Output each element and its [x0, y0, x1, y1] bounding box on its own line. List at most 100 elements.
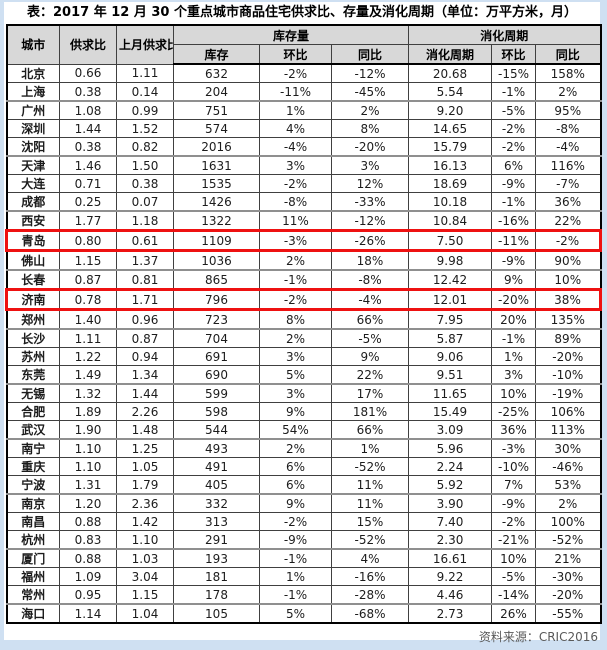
digestion-yoy-cell: -7% [534, 174, 602, 193]
digestion-yoy-cell: 135% [534, 309, 602, 330]
digestion-cell: 2.30 [408, 530, 492, 550]
inventory-mom-cell: 3% [259, 155, 332, 175]
digestion-cell: 12.01 [408, 288, 492, 311]
digestion-mom-cell: -21% [491, 530, 536, 550]
digestion-yoy-cell: -2% [534, 229, 603, 252]
table-title: 表：2017 年 12 月 30 个重点城市商品住宅供求比、存量及消化周期（单位… [27, 5, 577, 20]
table-row: 大连 0.71 0.38 1535 -2% 12% 18.69 -9% -7% [6, 174, 602, 193]
inventory-cell: 1109 [173, 229, 260, 252]
city-cell: 长沙 [6, 328, 60, 348]
ratio-cell: 1.10 [59, 457, 117, 476]
city-cell: 杭州 [6, 530, 60, 550]
city-cell: 东莞 [6, 365, 60, 385]
prev-ratio-cell: 1.11 [116, 63, 174, 83]
inventory-yoy-cell: 4% [331, 548, 409, 568]
inventory-cell: 1036 [173, 250, 260, 271]
city-cell: 武汉 [6, 420, 60, 440]
inventory-yoy-cell: 15% [331, 512, 409, 531]
digestion-yoy-cell: 113% [534, 420, 602, 440]
header-sub-row: 库存 环比 同比 消化周期 环比 同比 [7, 44, 602, 65]
inventory-cell: 1322 [173, 210, 260, 231]
inventory-mom-cell: 6% [259, 475, 332, 495]
table-row: 佛山 1.15 1.37 1036 2% 18% 9.98 -9% 90% [6, 250, 602, 271]
ratio-cell: 1.32 [59, 383, 117, 403]
inventory-cell: 193 [173, 548, 260, 568]
city-cell: 无锡 [6, 383, 60, 403]
table-row: 南昌 0.88 1.42 313 -2% 15% 7.40 -2% 100% [6, 512, 602, 531]
table-row: 郑州 1.40 0.96 723 8% 66% 7.95 20% 135% [6, 309, 602, 330]
inventory-cell: 865 [173, 269, 260, 290]
digestion-cell: 3.90 [408, 493, 492, 513]
ratio-cell: 0.38 [59, 82, 117, 102]
prev-ratio-cell: 1.44 [116, 383, 174, 403]
prev-ratio-cell: 0.14 [116, 82, 174, 102]
digestion-mom-cell: -20% [491, 288, 536, 311]
digestion-yoy-cell: 30% [534, 438, 602, 458]
ratio-cell: 0.25 [59, 192, 117, 212]
digestion-mom-cell: -2% [491, 137, 536, 157]
inventory-cell: 1631 [173, 155, 260, 175]
city-cell: 南宁 [6, 438, 60, 458]
ratio-cell: 0.87 [59, 269, 117, 290]
inventory-mom-cell: 9% [259, 493, 332, 513]
inventory-yoy-cell: -16% [331, 567, 409, 586]
digestion-cell: 7.40 [408, 512, 492, 531]
inventory-yoy-cell: 1% [331, 438, 409, 458]
report-content: 表：2017 年 12 月 30 个重点城市商品住宅供求比、存量及消化周期（单位… [4, 2, 603, 644]
ratio-cell: 1.10 [59, 438, 117, 458]
city-cell: 常州 [6, 585, 60, 605]
digestion-mom-cell: 10% [491, 548, 536, 568]
header-inventory-yoy: 同比 [331, 44, 409, 65]
inventory-cell: 574 [173, 119, 260, 138]
inventory-yoy-cell: -52% [331, 530, 409, 550]
inventory-yoy-cell: -28% [331, 585, 409, 605]
inventory-cell: 332 [173, 493, 260, 513]
table-row: 合肥 1.89 2.26 598 9% 181% 15.49 -25% 106% [6, 402, 602, 421]
city-cell: 福州 [6, 567, 60, 586]
inventory-mom-cell: -1% [259, 269, 332, 290]
prev-ratio-cell: 2.26 [116, 402, 174, 421]
digestion-cell: 5.92 [408, 475, 492, 495]
digestion-mom-cell: -9% [491, 174, 536, 193]
table-row: 济南 0.78 1.71 796 -2% -4% 12.01 -20% 38% [5, 288, 603, 311]
ratio-cell: 0.88 [59, 548, 117, 568]
inventory-mom-cell: -2% [259, 63, 332, 83]
inventory-yoy-cell: 12% [331, 174, 409, 193]
city-cell: 郑州 [6, 309, 60, 330]
digestion-yoy-cell: -30% [534, 567, 602, 586]
city-cell: 佛山 [6, 250, 60, 271]
ratio-cell: 0.88 [59, 512, 117, 531]
inventory-mom-cell: -1% [259, 548, 332, 568]
prev-ratio-cell: 2.36 [116, 493, 174, 513]
inventory-cell: 599 [173, 383, 260, 403]
table-row: 西安 1.77 1.18 1322 11% -12% 10.84 -16% 22… [6, 210, 602, 231]
inventory-cell: 1426 [173, 192, 260, 212]
digestion-mom-cell: -2% [491, 512, 536, 531]
digestion-cell: 3.09 [408, 420, 492, 440]
ratio-cell: 1.31 [59, 475, 117, 495]
digestion-cell: 15.49 [408, 402, 492, 421]
inventory-yoy-cell: -12% [331, 210, 409, 231]
digestion-yoy-cell: -4% [534, 137, 602, 157]
inventory-mom-cell: -11% [259, 82, 332, 102]
digestion-mom-cell: 9% [491, 269, 536, 290]
city-cell: 宁波 [6, 475, 60, 495]
digestion-yoy-cell: 10% [534, 269, 602, 290]
digestion-cell: 5.96 [408, 438, 492, 458]
inventory-mom-cell: -8% [259, 192, 332, 212]
digestion-yoy-cell: 21% [534, 548, 602, 568]
digestion-yoy-cell: 100% [534, 512, 602, 531]
city-cell: 苏州 [6, 347, 60, 366]
table-row: 南京 1.20 2.36 332 9% 11% 3.90 -9% 2% [6, 493, 602, 513]
header-inventory-mom: 环比 [259, 44, 332, 65]
digestion-yoy-cell: -20% [534, 585, 602, 605]
city-cell: 济南 [5, 288, 60, 311]
inventory-cell: 204 [173, 82, 260, 102]
digestion-mom-cell: -10% [491, 457, 536, 476]
digestion-mom-cell: 6% [491, 155, 536, 175]
digestion-yoy-cell: -19% [534, 383, 602, 403]
digestion-cell: 16.13 [408, 155, 492, 175]
table-row: 常州 0.95 1.15 178 -1% -28% 4.46 -14% -20% [6, 585, 602, 605]
ratio-cell: 1.20 [59, 493, 117, 513]
